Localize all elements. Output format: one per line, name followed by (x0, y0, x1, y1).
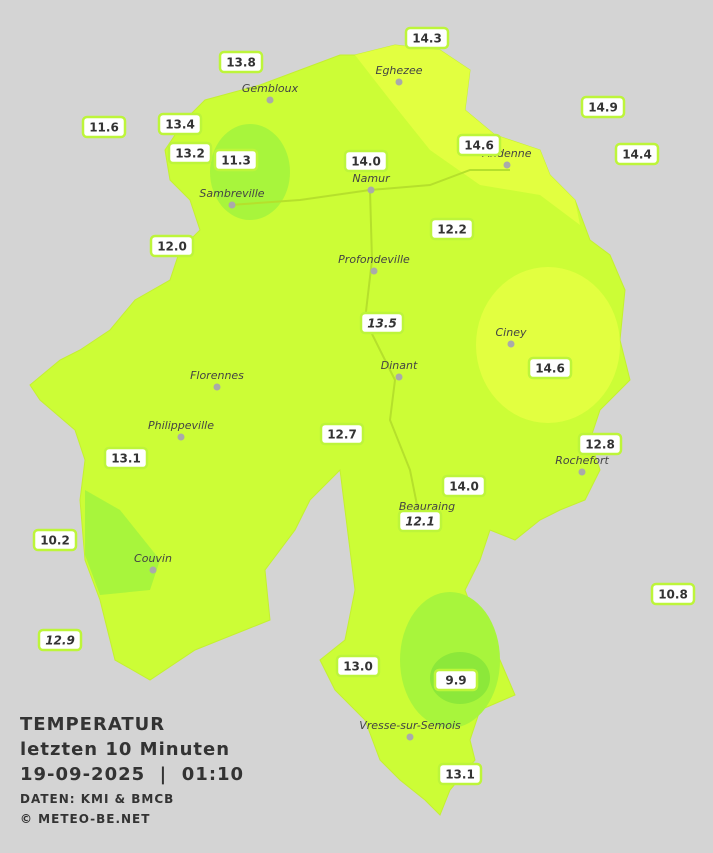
city-label: Sambreville (199, 187, 264, 200)
station-box (429, 217, 475, 241)
station-value: 12.0 (157, 240, 187, 254)
station-box (650, 582, 696, 606)
station-value: 14.0 (351, 155, 381, 169)
station-value: 13.1 (111, 452, 141, 466)
city-dot (503, 161, 511, 169)
city-dot (367, 186, 375, 194)
station-box (81, 115, 127, 139)
station-box (404, 26, 450, 50)
station-box (37, 628, 83, 652)
station-value: 14.4 (622, 148, 652, 162)
source: DATEN: KMI & BMCB (20, 792, 174, 806)
station-box (335, 654, 381, 678)
city-label: Philippeville (148, 419, 214, 432)
station-box (149, 234, 195, 258)
station-value: 12.7 (327, 428, 357, 442)
station-value: 13.5 (367, 317, 397, 331)
station-value: 12.9 (45, 634, 75, 648)
station-value: 10.8 (658, 588, 688, 602)
city-dot (578, 468, 586, 476)
station-value: 13.4 (165, 118, 195, 132)
station-value: 13.0 (343, 660, 373, 674)
station-value: 14.6 (535, 362, 565, 376)
city-dot (213, 383, 221, 391)
station-box (218, 50, 264, 74)
legend: TEMPERATUR letzten 10 Minuten 19-09-2025… (20, 714, 244, 826)
station-box (577, 432, 623, 456)
city-label: Couvin (134, 552, 172, 565)
cool-zone (210, 124, 290, 220)
station-box (614, 142, 660, 166)
city-label: Gembloux (242, 82, 299, 95)
station-value: 12.1 (405, 515, 435, 529)
station-box (397, 509, 443, 533)
station-value: 11.6 (89, 121, 119, 135)
title: TEMPERATUR (20, 714, 165, 735)
station-box (456, 133, 502, 157)
station-value: 11.3 (221, 154, 251, 168)
city-dot (149, 566, 157, 574)
station-value: 10.2 (40, 534, 70, 548)
city-dot (406, 733, 414, 741)
copyright: © METEO-BE.NET (20, 812, 150, 826)
station-box (441, 474, 487, 498)
cool-zone (85, 490, 160, 595)
station-value: 14.6 (464, 139, 494, 153)
city-label: Ciney (496, 326, 527, 339)
city-dot (395, 373, 403, 381)
city-dot (395, 78, 403, 86)
station-value: 9.9 (445, 674, 466, 688)
station-value: 14.0 (449, 480, 479, 494)
title: letzten 10 Minuten (20, 739, 230, 760)
station-box (103, 446, 149, 470)
city-dot (228, 201, 236, 209)
city-label: Vresse-sur-Semois (359, 719, 461, 732)
station-value: 13.2 (175, 147, 205, 161)
city-label: Rochefort (555, 454, 609, 467)
station-box (527, 356, 573, 380)
station-box (433, 668, 479, 692)
station-box (319, 422, 365, 446)
city-dot (370, 267, 378, 275)
station-value: 12.2 (437, 223, 467, 237)
station-box (167, 141, 213, 165)
city-label: Florennes (190, 369, 244, 382)
title: 19-09-2025 | 01:10 (20, 764, 244, 785)
station-box (343, 149, 389, 173)
station-value: 12.8 (585, 438, 615, 452)
station-box (157, 112, 203, 136)
city-label: Namur (352, 172, 391, 185)
station-value: 14.3 (412, 32, 442, 46)
city-label: Profondeville (338, 253, 410, 266)
city-dot (507, 340, 515, 348)
station-box (359, 311, 405, 335)
station-box (32, 528, 78, 552)
station-value: 14.9 (588, 101, 618, 115)
station-value: 13.1 (445, 768, 475, 782)
city-label: Dinant (381, 359, 418, 372)
station-box (580, 95, 626, 119)
city-label: Eghezee (376, 64, 423, 77)
station-value: 13.8 (226, 56, 256, 70)
city-dot (266, 96, 274, 104)
city-dot (177, 433, 185, 441)
warm-zone (476, 267, 620, 423)
station-box (213, 148, 259, 172)
station-box (437, 762, 483, 786)
